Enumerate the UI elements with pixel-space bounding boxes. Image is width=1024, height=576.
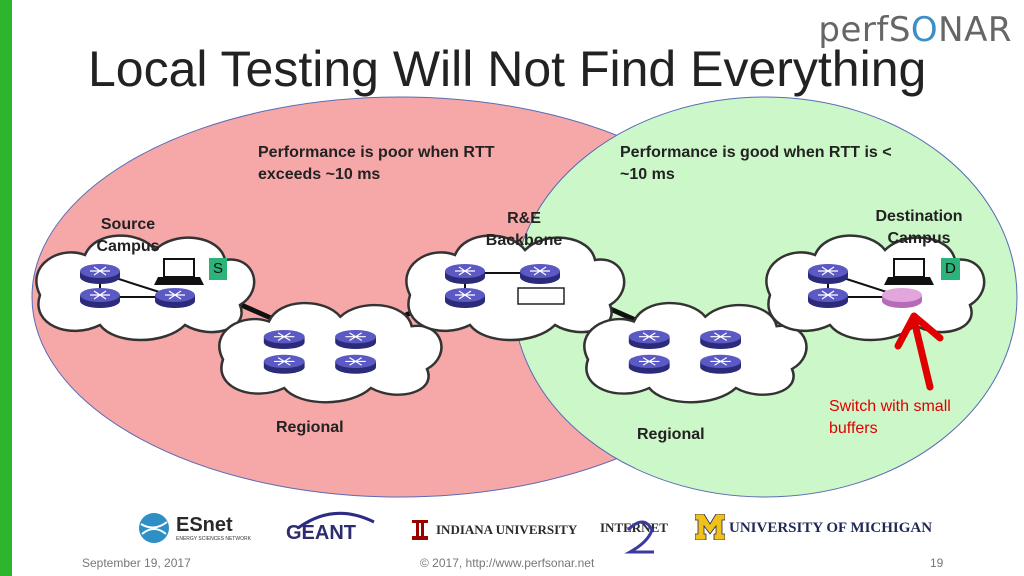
- router-icon: [699, 329, 742, 350]
- footer-copyright: © 2017, http://www.perfsonar.net: [420, 556, 595, 570]
- slide-title: Local Testing Will Not Find Everything: [88, 41, 927, 97]
- router-icon: [807, 263, 849, 285]
- router-icon: [628, 354, 671, 375]
- router-icon: [79, 287, 121, 309]
- block-m-icon: [695, 514, 725, 540]
- destination-tag: D: [941, 258, 960, 280]
- router-icon: [79, 263, 121, 285]
- router-icon: [699, 354, 742, 375]
- router-icon: [154, 287, 196, 309]
- numeral-two-icon: [624, 520, 654, 554]
- internet2-logo: INTERNET: [600, 512, 670, 554]
- page-number: 19: [930, 556, 944, 570]
- small-buffer-switch-icon: [882, 288, 922, 308]
- accent-bar: [0, 0, 12, 576]
- destination-campus-label: Destination Campus: [875, 208, 963, 247]
- swoosh-icon: [297, 511, 375, 530]
- router-icon: [444, 287, 486, 309]
- router-icon: [334, 329, 377, 350]
- router-icon: [444, 263, 486, 285]
- router-icon: [263, 329, 306, 350]
- router-icon: [628, 329, 671, 350]
- regional-left-cloud: [218, 301, 443, 404]
- perfsonar-logo: perfSONAR: [818, 10, 1012, 50]
- regional-right-label: Regional: [637, 426, 705, 443]
- geant-logo: GÉANT: [284, 508, 378, 544]
- backbone-device: [517, 287, 565, 305]
- source-campus-label: Source Campus: [96, 216, 160, 255]
- backbone-cloud: [405, 234, 626, 342]
- footer-date: September 19, 2017: [82, 556, 191, 570]
- source-tag: S: [209, 258, 228, 280]
- backbone-label: R&E Backbone: [485, 210, 563, 249]
- router-icon: [807, 287, 849, 309]
- switch-note: Switch with small buffers: [829, 398, 951, 437]
- source-campus-cloud: [35, 234, 256, 342]
- globe-icon: [139, 513, 169, 543]
- router-icon: [519, 263, 561, 285]
- router-icon: [263, 354, 306, 375]
- arrow-icon: [894, 312, 944, 391]
- poor-performance-text: Performance is poor when RTT exceeds ~10…: [258, 144, 495, 183]
- regional-left-label: Regional: [276, 419, 344, 436]
- destination-campus-cloud: [765, 234, 986, 342]
- good-performance-text: Performance is good when RTT is < ~10 ms: [620, 144, 892, 183]
- router-icon: [334, 354, 377, 375]
- iu-trident-icon: [412, 520, 428, 540]
